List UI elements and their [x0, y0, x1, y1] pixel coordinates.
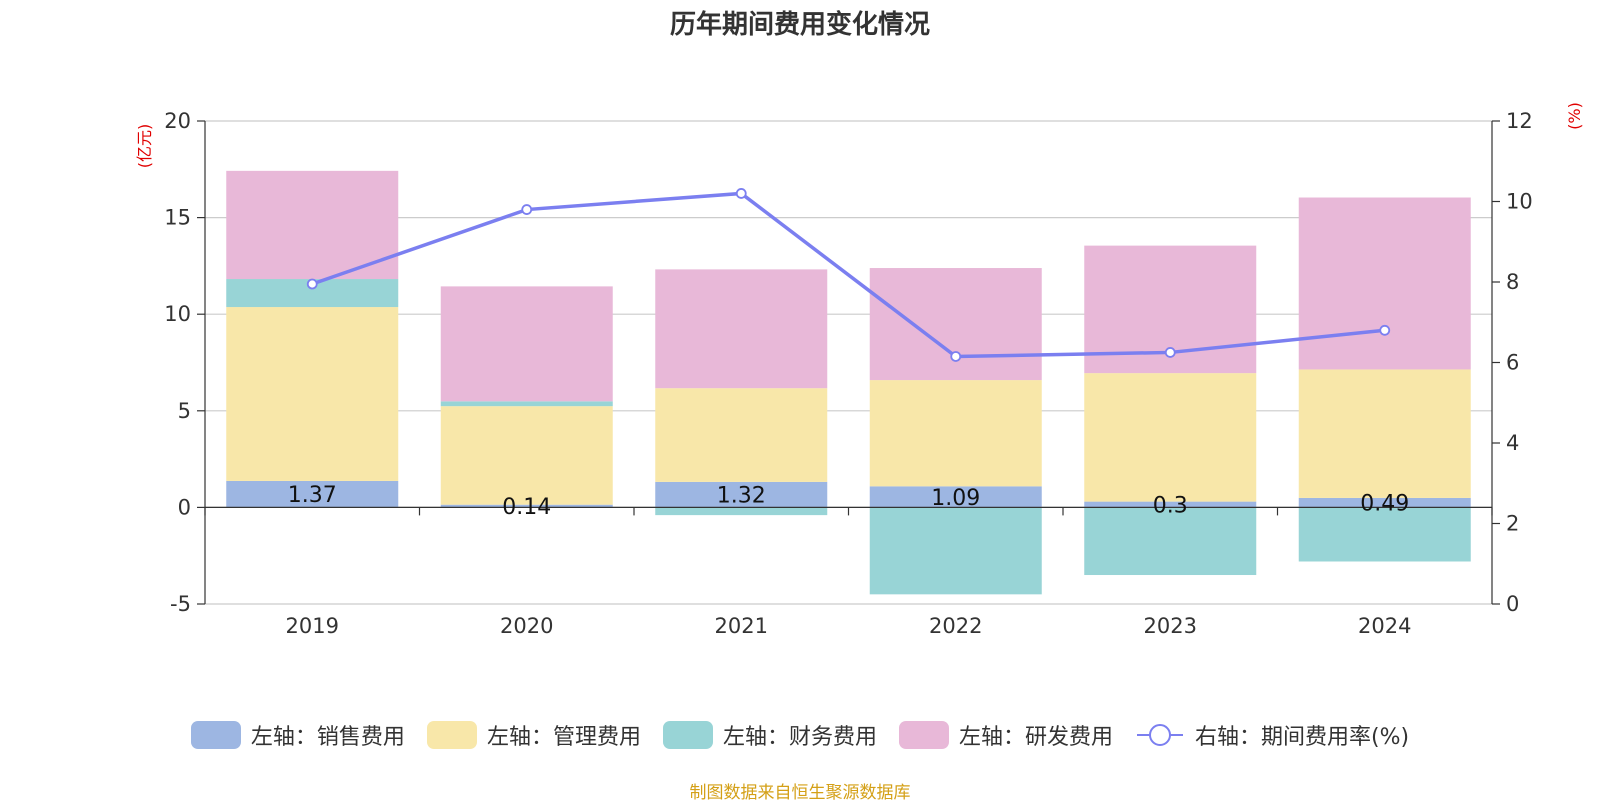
- legend-swatch: [662, 721, 713, 749]
- bar-segment: [226, 307, 399, 481]
- rate-line-point: [1379, 324, 1391, 336]
- left-tick-label: 0: [178, 495, 191, 519]
- rate-line-point: [306, 278, 318, 290]
- legend-item[interactable]: 左轴：销售费用: [190, 719, 405, 751]
- rate-line-path: [311, 191, 1385, 359]
- legend-swatch: [898, 721, 949, 749]
- x-tick-label: 2020: [500, 614, 553, 638]
- x-tick-label: 2023: [1144, 614, 1197, 638]
- bar-segment: [1298, 369, 1471, 498]
- rate-line-point: [521, 204, 533, 215]
- chart-title: 历年期间费用变化情况: [669, 10, 930, 40]
- bar-segment: [226, 170, 399, 280]
- legend-swatch: [426, 721, 477, 749]
- bar-segment: [1084, 501, 1257, 508]
- bar-segment: [1084, 507, 1257, 576]
- bar-segment: [440, 504, 613, 508]
- x-tick-label: 2022: [929, 614, 982, 638]
- x-tick-label: 2024: [1358, 614, 1411, 638]
- legend-swatch: [190, 721, 241, 749]
- left-tick-label: 5: [178, 399, 191, 423]
- rate-line-point: [950, 351, 962, 362]
- right-tick-label: 10: [1506, 190, 1533, 214]
- bar-segment: [440, 406, 613, 505]
- right-axis-unit: (%): [1565, 102, 1584, 130]
- grid-lines: [205, 120, 1492, 605]
- bar-segment: [655, 507, 828, 516]
- bar-segment: [1084, 373, 1257, 502]
- rate-line-point: [1164, 347, 1176, 358]
- legend-label: 左轴：销售费用: [250, 725, 405, 750]
- right-tick-label: 4: [1506, 431, 1519, 455]
- legend-label: 左轴：财务费用: [722, 725, 877, 750]
- left-tick-label: 20: [164, 109, 191, 133]
- data-labels: 1.37 0.14 1.32 1.09 0.3 0.49: [288, 483, 1409, 520]
- legend-item[interactable]: 左轴：研发费用: [898, 719, 1113, 751]
- bar-segment: [1298, 497, 1471, 508]
- source-note: 制图数据来自恒生聚源数据库: [689, 783, 911, 803]
- legend-item[interactable]: 左轴：财务费用: [662, 719, 877, 751]
- bar-data-label: 0.49: [1360, 492, 1409, 517]
- left-tick-label: 15: [164, 206, 191, 230]
- bar-data-label: 1.32: [717, 484, 766, 509]
- legend-label: 右轴：期间费用率(%): [1194, 725, 1410, 750]
- right-tick-label: 8: [1506, 270, 1519, 294]
- right-tick-label: 6: [1506, 351, 1519, 375]
- rate-line-point: [735, 188, 747, 199]
- bar-data-label: 0.3: [1153, 494, 1188, 519]
- legend-item[interactable]: 左轴：管理费用: [426, 719, 641, 751]
- legend-line-icon: [1136, 724, 1183, 746]
- legend-label: 左轴：研发费用: [958, 725, 1113, 750]
- bar-data-label: 1.09: [931, 486, 980, 511]
- bar-segment: [1298, 507, 1471, 562]
- left-tick-label: -5: [170, 592, 191, 616]
- left-tick-label: 10: [164, 302, 191, 326]
- bar-segment: [869, 268, 1042, 381]
- legend: 左轴：销售费用 左轴：管理费用 左轴：财务费用 左轴：研发费用 右轴：期间费用率(%): [0, 720, 1600, 750]
- x-tick-label: 2019: [286, 614, 339, 638]
- rate-line: [306, 188, 1391, 362]
- bar-segment: [869, 486, 1042, 508]
- bar-segment: [1298, 197, 1471, 370]
- legend-item[interactable]: 右轴：期间费用率(%): [1135, 719, 1409, 751]
- bar-segment: [226, 480, 399, 508]
- right-tick-label: 0: [1506, 592, 1519, 616]
- bar-segment: [655, 269, 828, 389]
- x-tick-label: 2021: [715, 614, 768, 638]
- bar-data-label: 0.14: [502, 495, 551, 520]
- bar-segment: [440, 286, 613, 402]
- bar-segment: [440, 401, 613, 407]
- legend-label: 左轴：管理费用: [486, 725, 641, 750]
- bar-segment: [655, 481, 828, 508]
- left-axis-unit: (亿元): [135, 124, 154, 169]
- bar-data-label: 1.37: [288, 483, 337, 508]
- right-tick-label: 2: [1506, 512, 1519, 536]
- bar-segment: [869, 507, 1042, 595]
- right-tick-label: 12: [1506, 109, 1533, 133]
- bars: [226, 170, 1471, 595]
- bar-segment: [869, 380, 1042, 487]
- bar-segment: [655, 388, 828, 482]
